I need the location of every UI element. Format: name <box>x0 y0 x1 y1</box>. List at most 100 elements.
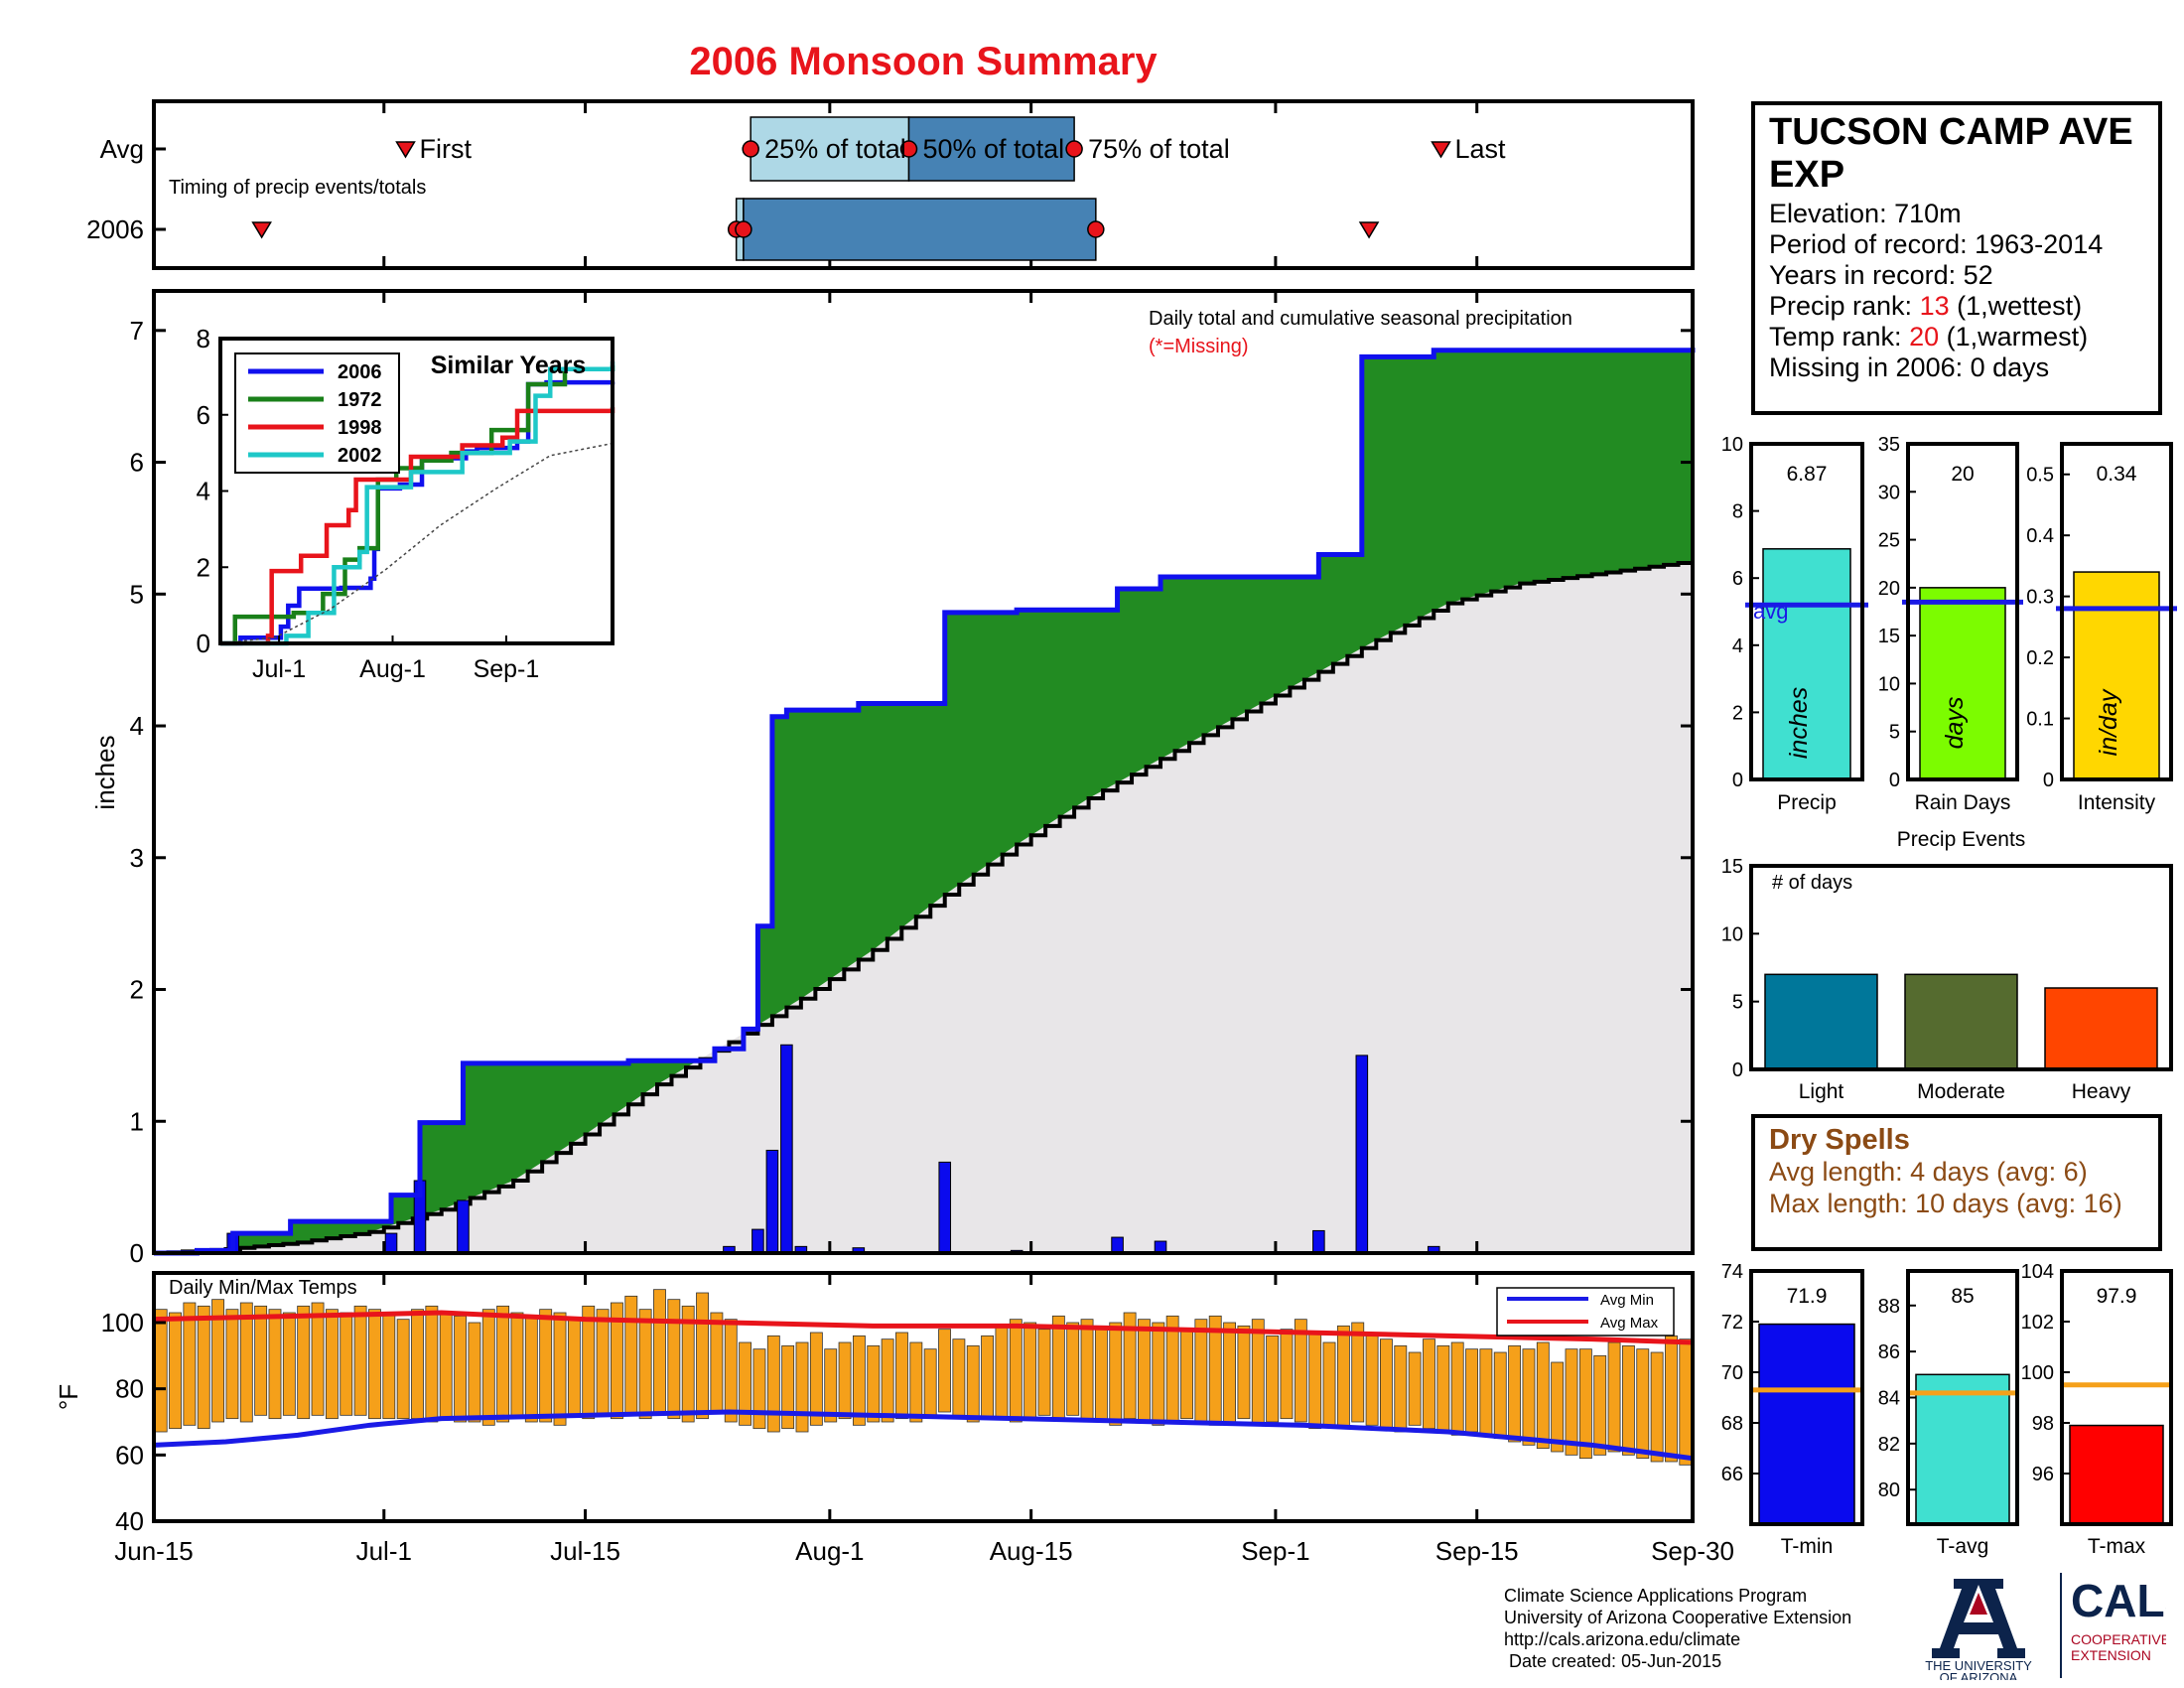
temps-y-axis-label: °F <box>54 1384 83 1410</box>
temp-summary-value-label: 85 <box>1951 1285 1974 1308</box>
timing-first-last-marker <box>1358 221 1380 239</box>
summary-value-label: 0.34 <box>2097 463 2137 486</box>
daily-temp-bar <box>696 1292 709 1420</box>
summary-unit-label: days <box>1941 697 1969 750</box>
events-title: Precip Events <box>1897 828 2026 851</box>
daily-precip-bar <box>765 1149 779 1254</box>
summary-value-label: 20 <box>1951 463 1974 486</box>
temp-summary-y-tick-label: 66 <box>1721 1464 1743 1485</box>
daily-temp-bar <box>1450 1341 1464 1436</box>
temp-summary-frame <box>1749 1269 1864 1526</box>
timing-p25-label: 25% of total <box>764 134 906 164</box>
precip-panel: 0 1 2 3 4 5 6 7 inches Daily total and cumulative… <box>90 289 1696 1268</box>
summary-y-tick-label: 25 <box>1878 530 1900 552</box>
daily-temp-bar <box>909 1341 923 1423</box>
event-category-label: Moderate <box>1917 1080 2005 1103</box>
temp-summary-y-tick-label: 70 <box>1721 1362 1743 1384</box>
temps-y-tick-label: 40 <box>115 1506 144 1536</box>
daily-temp-bar <box>824 1348 838 1423</box>
daily-temp-bar <box>1308 1332 1322 1430</box>
daily-temp-bar <box>225 1309 239 1420</box>
temp-summary-panel-t-min: 66 68 70 72 74 71.9 T-min <box>1721 1261 1864 1558</box>
daily-temp-bar <box>282 1312 296 1416</box>
timing-last-label: Last <box>1454 134 1506 164</box>
daily-temp-bar <box>795 1341 809 1433</box>
avg-min-line <box>153 1409 1694 1462</box>
daily-temp-bar <box>1180 1329 1193 1420</box>
daily-temp-bar <box>653 1289 666 1416</box>
summary-category-label: Rain Days <box>1915 791 2011 814</box>
daily-temp-bar <box>1479 1348 1493 1436</box>
temp-summary-y-tick-label: 96 <box>2032 1464 2054 1485</box>
daily-temp-bar <box>211 1299 225 1423</box>
daily-temp-bar <box>425 1305 439 1423</box>
daily-temp-bar <box>752 1348 766 1430</box>
timing-percentile-marker <box>735 220 752 238</box>
daily-temp-bar <box>539 1309 553 1423</box>
daily-temp-bar <box>596 1309 610 1416</box>
daily-temp-bar <box>739 1341 752 1426</box>
event-bar-heavy <box>2044 987 2158 1070</box>
daily-temp-bar <box>353 1305 367 1416</box>
daily-temp-bar <box>867 1344 881 1423</box>
daily-temp-bar <box>340 1312 353 1416</box>
temp-summary-category-label: T-avg <box>1937 1535 1989 1558</box>
missing-days: Missing in 2006: 0 days <box>1769 352 2050 382</box>
summary-panel-precip: 0 2 4 6 8 10 6.87 inches Precip avg <box>1721 434 1868 814</box>
daily-temp-bar <box>1408 1351 1422 1426</box>
timing-box-50-75 <box>743 198 1097 261</box>
daily-precip-bar <box>1312 1229 1325 1254</box>
x-tick-label: Aug-15 <box>990 1536 1073 1566</box>
timing-p75-label: 75% of total <box>1088 134 1230 164</box>
daily-temp-bar <box>1322 1341 1336 1426</box>
surplus-group <box>154 348 1693 1253</box>
summary-y-tick-label: 8 <box>1732 501 1743 523</box>
station-info-box: TUCSON CAMP AVE EXP Elevation: 710m Peri… <box>1751 101 2162 415</box>
temps-y-tick-label: 80 <box>115 1374 144 1404</box>
inset-legend-label: 2002 <box>338 445 382 467</box>
inset-y-tick-label: 4 <box>197 477 210 506</box>
daily-temp-bar <box>524 1315 538 1423</box>
temp-summary-y-tick-label: 84 <box>1878 1388 1900 1410</box>
credits-date: Date created: 05-Jun-2015 <box>1504 1651 1722 1671</box>
event-category-label: Heavy <box>2072 1080 2131 1103</box>
timing-subtitle: Timing of precip events/totals <box>169 177 426 199</box>
temp-summary-category-label: T-min <box>1781 1535 1834 1558</box>
daily-temp-bar <box>481 1309 495 1426</box>
plot-frame <box>152 289 1695 1255</box>
summary-y-tick-label: 10 <box>1878 673 1900 695</box>
temps-panel: 40 60 80 100 Jun-15 Jul-1 Jul-15 Aug-1 Aug-15 Sep… <box>54 1271 1734 1566</box>
daily-temp-bar <box>183 1302 197 1426</box>
summary-y-tick-label: 0.1 <box>2026 709 2054 731</box>
inset-y-tick-label: 0 <box>197 629 210 658</box>
timing-percentile-marker <box>899 140 918 158</box>
daily-temp-bar <box>1465 1348 1478 1433</box>
similar-years-inset: 0 2 4 6 8 Jul-1 Aug-1 Sep-1 Similar Years 2006 197… <box>197 324 615 683</box>
temp-summary-y-tick-label: 102 <box>2021 1312 2054 1334</box>
inset-legend-label: 2006 <box>338 361 382 383</box>
temps-y-tick-label: 60 <box>115 1440 144 1470</box>
dry-spells-title: Dry Spells <box>1769 1124 1910 1156</box>
svg-text:EXTENSION: EXTENSION <box>2071 1647 2151 1663</box>
daily-temp-bar <box>1508 1344 1522 1443</box>
temp-summary-y-tick-label: 80 <box>1878 1479 1900 1501</box>
x-tick-label: Sep-30 <box>1651 1536 1734 1566</box>
y-axis-label: inches <box>90 735 120 809</box>
inset-legend-label: 1972 <box>338 389 382 411</box>
daily-temp-bar <box>1650 1351 1664 1463</box>
daily-temp-bar <box>667 1299 681 1420</box>
temp-summary-y-tick-label: 68 <box>1721 1413 1743 1435</box>
summary-y-tick-label: 0.3 <box>2026 587 2054 609</box>
event-bar-light <box>1764 973 1878 1070</box>
y-tick-label: 4 <box>130 711 144 741</box>
daily-temp-bar <box>638 1309 652 1420</box>
university-of-arizona-logo: THE UNIVERSITY OF ARIZONA <box>1925 1579 2032 1680</box>
temps-y-tick-label: 100 <box>101 1308 144 1337</box>
temp-summary-y-tick-label: 74 <box>1721 1261 1743 1283</box>
event-bar-moderate <box>1904 973 2018 1070</box>
timing-percentile-marker <box>1087 220 1105 238</box>
daily-precip-bar <box>1355 1055 1369 1254</box>
daily-temp-bar <box>1109 1322 1123 1426</box>
daily-precip-bar <box>780 1044 793 1254</box>
daily-precip-bar <box>457 1199 470 1254</box>
